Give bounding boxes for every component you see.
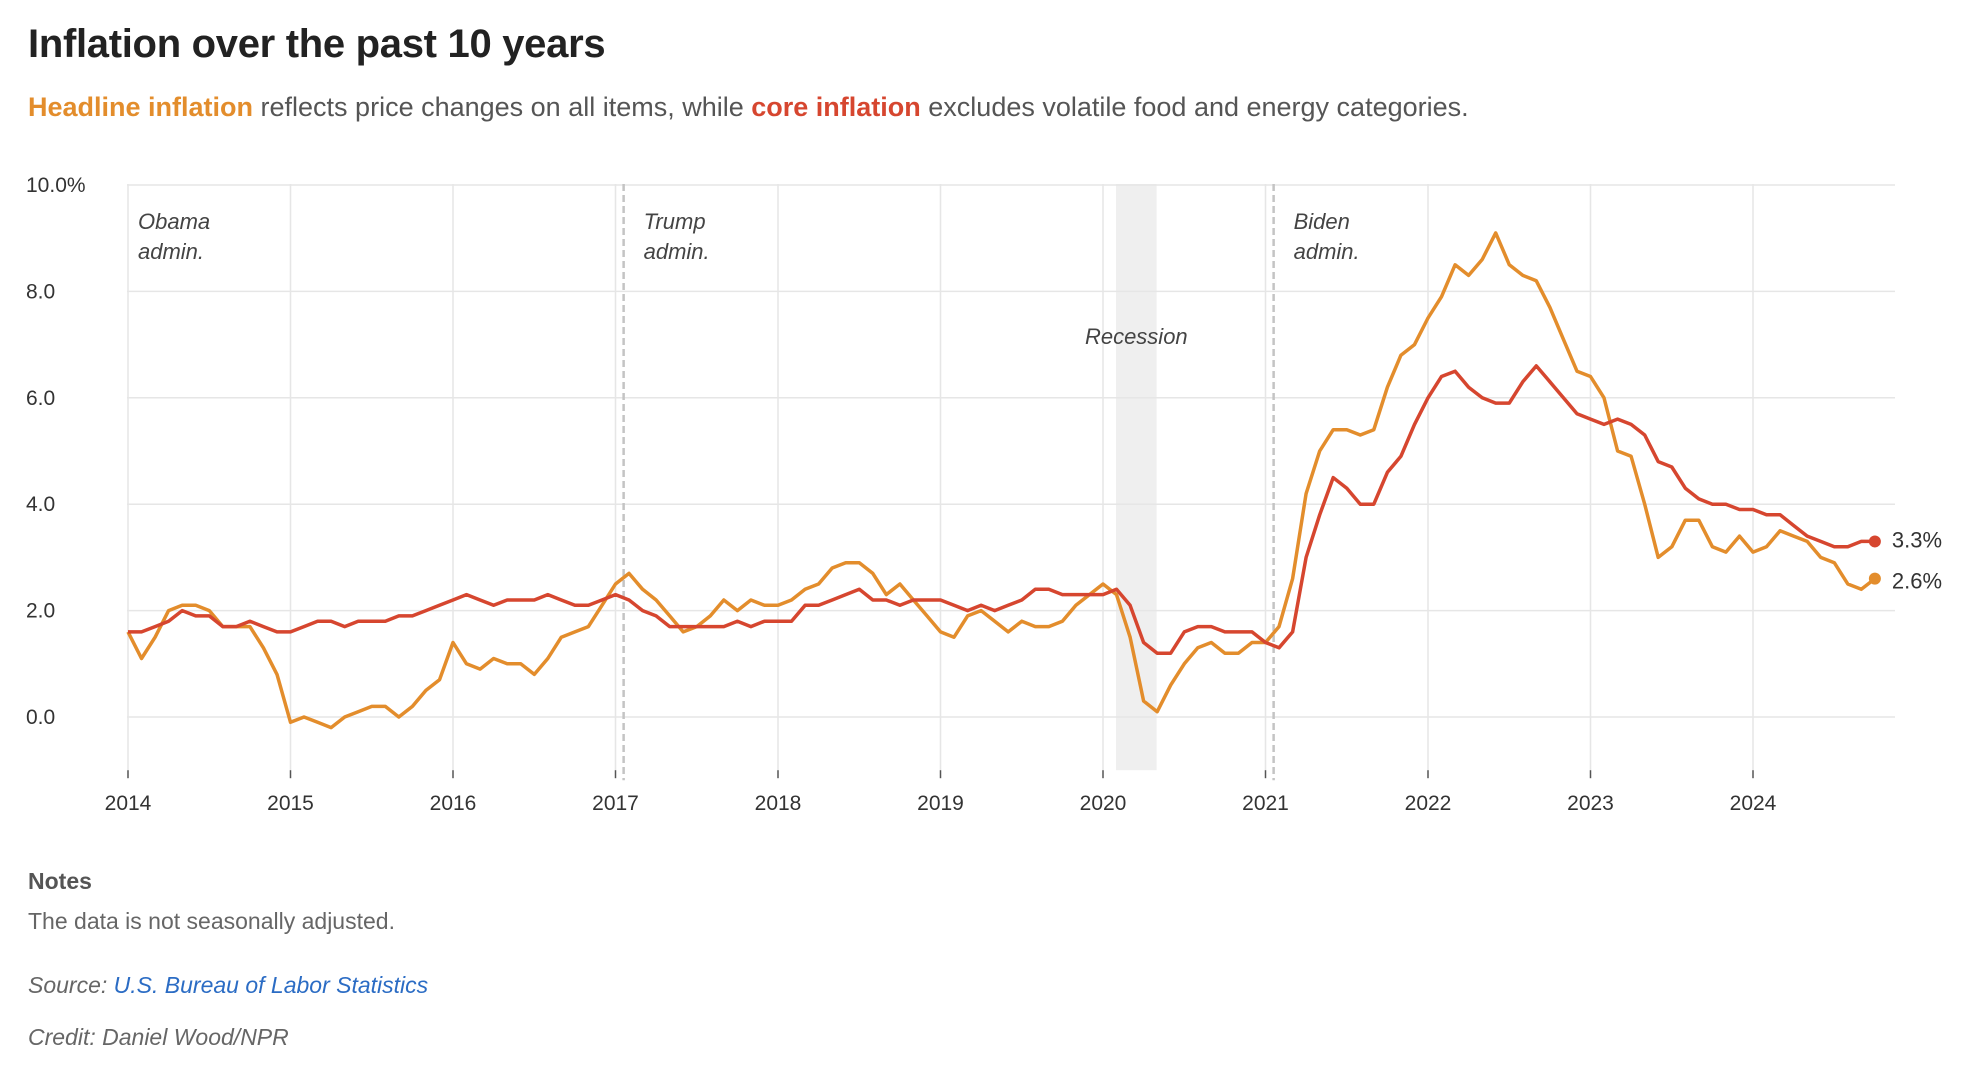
chart-subtitle: Headline inflation reflects price change… (28, 92, 1469, 123)
notes-text: The data is not seasonally adjusted. (28, 908, 395, 934)
annotations: Obama admin. Trump admin. Biden admin. Recessi… (138, 209, 1360, 349)
headline-inflation-line[interactable] (126, 231, 1876, 730)
x-tick-label: 2017 (592, 792, 639, 815)
series-end-label: 2.6% (1892, 569, 1942, 594)
recession-label: Recession (1085, 324, 1188, 349)
notes-heading: Notes (28, 868, 92, 894)
grid-lines (127, 184, 1895, 779)
admin-label: admin. (1294, 239, 1360, 264)
x-tick-label: 2014 (105, 792, 152, 815)
series-endpoint-dot (1868, 572, 1881, 585)
subtitle-text-end: excludes volatile food and energy catego… (920, 92, 1469, 122)
x-tick-label: 2022 (1405, 792, 1452, 815)
x-tick-label: 2021 (1242, 792, 1289, 815)
credit-line: Credit: Daniel Wood/NPR (28, 1024, 289, 1050)
inflation-line-chart: 0.02.04.06.08.010.0% 2014 2015 2016 2017 201… (26, 174, 1942, 815)
headline-inflation-key: Headline inflation (28, 92, 254, 122)
chart-title: Inflation over the past 10 years (28, 22, 606, 66)
y-tick-label: 2.0 (26, 600, 55, 623)
x-tick-label: 2016 (430, 792, 477, 815)
source-prefix: Source: (28, 972, 114, 998)
x-tick-label: 2023 (1567, 792, 1614, 815)
subtitle-text-mid: reflects price changes on all items, whi… (253, 92, 752, 122)
x-tick-label: 2024 (1730, 792, 1777, 815)
admin-label: admin. (644, 239, 710, 264)
series-endpoints: 2.6% 3.3% (1868, 527, 1942, 594)
admin-label: Obama (138, 209, 210, 234)
core-inflation-key: core inflation (751, 92, 921, 122)
series-endpoint-dot (1868, 535, 1881, 548)
admin-dividers (622, 184, 1275, 781)
x-tick-label: 2015 (267, 792, 314, 815)
admin-label: Trump (644, 209, 706, 234)
admin-label: Biden (1294, 209, 1350, 234)
recession-band (1116, 184, 1157, 771)
y-tick-label: 0.0 (26, 706, 55, 729)
y-tick-label: 4.0 (26, 493, 55, 516)
x-tick-label: 2020 (1080, 792, 1127, 815)
core-inflation-line[interactable] (128, 364, 1875, 655)
y-tick-label: 10.0% (26, 174, 86, 197)
series-end-label: 3.3% (1892, 527, 1942, 552)
x-tick-label: 2018 (755, 792, 802, 815)
x-tick-label: 2019 (917, 792, 964, 815)
y-tick-label: 8.0 (26, 280, 55, 303)
admin-label: admin. (138, 239, 204, 264)
source-link[interactable]: U.S. Bureau of Labor Statistics (113, 972, 429, 998)
y-tick-label: 6.0 (26, 387, 55, 410)
x-axis: 2014 2015 2016 2017 2018 2019 2020 2021 2022 2023… (105, 792, 1777, 815)
y-axis: 0.0 2.0 4.0 6.0 8.0 10.0% (26, 174, 86, 729)
source-line: Source: U.S. Bureau of Labor Statistics (28, 972, 428, 999)
